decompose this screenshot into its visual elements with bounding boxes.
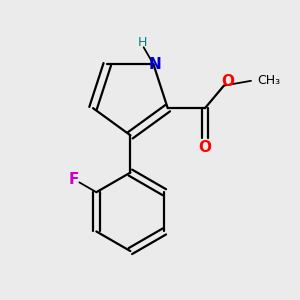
Text: O: O [199,140,212,155]
Text: H: H [138,36,147,49]
Text: CH₃: CH₃ [257,74,280,87]
Text: N: N [149,57,162,72]
Text: O: O [221,74,234,89]
Text: F: F [69,172,80,187]
